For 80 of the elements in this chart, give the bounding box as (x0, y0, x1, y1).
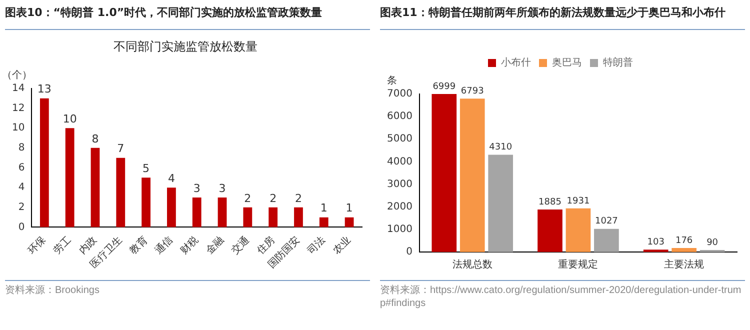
x-tick-label: 通信 (152, 234, 176, 257)
text: 资料来源：https://www.cato.org/regulation/summer-2020/deregulation-under-trump#findings (380, 280, 745, 310)
legend-label: 特朗普 (603, 56, 633, 69)
bar (594, 228, 619, 252)
data-label: 6793 (460, 86, 484, 97)
bar (268, 207, 278, 228)
data-label: 90 (706, 238, 718, 248)
data-label: 1 (320, 202, 328, 215)
y-tick-label: 0 (18, 222, 25, 233)
bar (460, 98, 485, 252)
data-label: 1 (346, 202, 353, 215)
bar (167, 188, 176, 228)
y-tick-label: 7000 (386, 88, 412, 100)
y-tick-label: 6 (18, 162, 25, 174)
data-label: 3 (218, 182, 226, 195)
data-label: 2 (244, 192, 252, 205)
x-tick-label: 主要法规 (664, 258, 704, 271)
bar (192, 197, 202, 228)
bar (243, 207, 252, 228)
data-label: 4 (168, 172, 175, 185)
y-tick-label: 8 (18, 142, 25, 154)
chart-title: 图表10：“特朗普 1.0”时代，不同部门实施的放松监管政策数量 (5, 0, 370, 30)
data-label: 1027 (595, 216, 618, 227)
y-tick-label: 2 (18, 202, 25, 213)
x-tick-label: 交通 (229, 234, 252, 257)
data-label: 2 (294, 192, 302, 205)
x-tick-label: 财税 (178, 234, 201, 257)
x-tick-label: 法规总数 (452, 258, 492, 271)
x-tick-label: 教育 (127, 234, 150, 257)
text: 资料来源：Brookings (5, 280, 370, 297)
bar (672, 248, 696, 252)
bar (344, 217, 354, 228)
y-tick-label: 6000 (386, 111, 412, 122)
bar (566, 208, 591, 252)
bar (90, 148, 100, 228)
y-axis-title: 条 (387, 74, 397, 87)
bar (488, 154, 514, 252)
bar (116, 158, 126, 228)
bar (218, 197, 227, 228)
x-tick-label: 金融 (204, 234, 226, 257)
data-label: 10 (62, 112, 77, 126)
chart-subtitle: 不同部门实施监管放松数量 (114, 39, 258, 54)
y-tick-label: 4000 (386, 156, 412, 168)
chart-title: 图表11：特朗普任期前两年所颁布的新法规数量远少于奥巴马和小布什 (380, 0, 745, 30)
y-tick-label: 3000 (386, 178, 412, 190)
y-tick-label: 0 (406, 246, 412, 258)
y-tick-label: 2000 (386, 201, 412, 212)
data-label: 176 (675, 236, 693, 246)
bar (319, 217, 328, 228)
bar (65, 128, 74, 228)
data-label: 7 (117, 142, 124, 156)
bar (432, 94, 457, 252)
legend-label: 小布什 (501, 56, 531, 69)
data-label: 5 (142, 162, 150, 176)
bar (294, 207, 303, 228)
y-tick-label: 12 (12, 102, 25, 114)
data-label: 6999 (432, 82, 456, 92)
data-label: 8 (92, 132, 99, 146)
data-label: 1885 (538, 197, 562, 208)
x-tick-label: 环保 (26, 234, 48, 257)
data-label: 3 (193, 182, 200, 195)
y-tick-label: 1000 (386, 224, 412, 236)
y-tick-label: 10 (12, 122, 25, 134)
x-tick-label: 重要规定 (558, 258, 598, 271)
y-tick-label: 5000 (386, 134, 412, 145)
bar (142, 178, 150, 228)
y-axis-title: （个） (2, 68, 32, 81)
y-tick-label: 14 (12, 82, 25, 94)
bar (538, 209, 562, 252)
data-label: 4310 (489, 142, 512, 153)
bar (40, 98, 49, 228)
data-label: 2 (270, 192, 277, 205)
x-tick-label: 劳工 (51, 234, 74, 257)
data-label: 103 (647, 238, 664, 248)
x-tick-label: 农业 (330, 234, 354, 257)
data-label: 13 (37, 82, 52, 96)
y-tick-label: 4 (18, 182, 25, 194)
data-label: 1931 (566, 196, 590, 206)
x-tick-label: 司法 (305, 234, 328, 257)
legend-label: 奥巴马 (552, 56, 582, 69)
